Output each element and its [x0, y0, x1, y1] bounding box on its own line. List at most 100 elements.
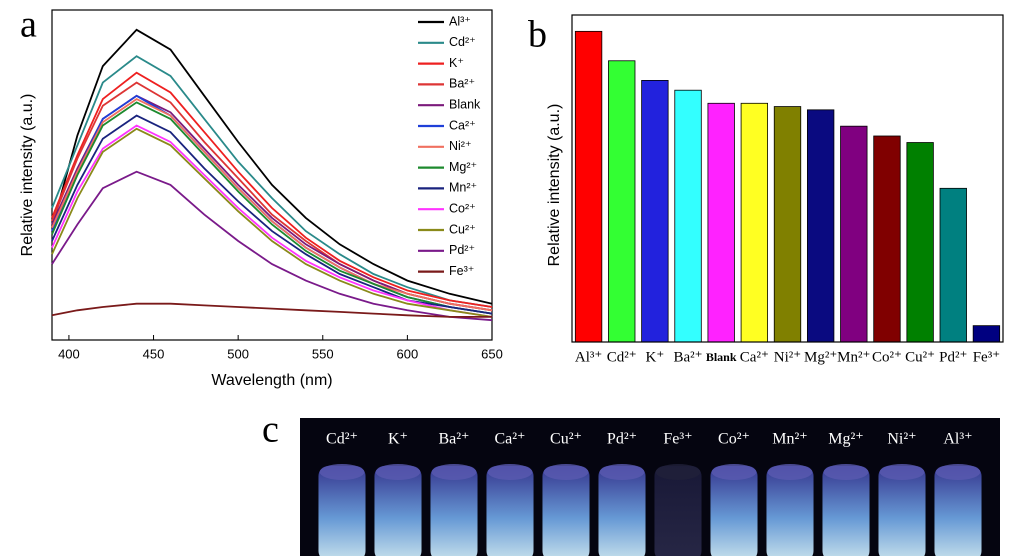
legend-label: Al³⁺: [449, 14, 471, 28]
vial-cap: [319, 464, 365, 480]
vial-cap: [431, 464, 477, 480]
vial: [598, 466, 646, 556]
x-tick-label: Ca²⁺: [740, 349, 769, 365]
panel-label: c: [262, 409, 279, 451]
x-tick-label: Pd²⁺: [939, 349, 967, 365]
vial-cap: [543, 464, 589, 480]
bar: [873, 135, 901, 343]
legend-label: Cd²⁺: [449, 35, 476, 49]
vial: [654, 466, 702, 556]
x-tick-label: Mn²⁺: [837, 349, 870, 365]
vial-cap: [935, 464, 981, 480]
spectrum-line: [51, 170, 493, 322]
x-tick-label: 600: [397, 346, 419, 361]
legend-label: Co²⁺: [449, 201, 476, 215]
vial-label: Al³⁺: [943, 431, 972, 448]
legend-label: Ca²⁺: [449, 118, 476, 132]
x-tick-label: Fe³⁺: [973, 349, 1000, 365]
vial-cap: [879, 464, 925, 480]
vial: [486, 466, 534, 556]
vial-label: Ni²⁺: [887, 431, 916, 448]
x-tick-label: 400: [58, 346, 80, 361]
y-axis-label: Relative intensity (a.u.): [19, 94, 36, 257]
spectrum-line: [51, 28, 493, 305]
vial-label: Mg²⁺: [828, 431, 863, 448]
x-tick-label: Cd²⁺: [607, 349, 637, 365]
legend-label: Ni²⁺: [449, 139, 472, 153]
bar: [972, 325, 1001, 343]
vial: [318, 466, 366, 556]
bar: [906, 142, 934, 343]
x-tick-label: Ba²⁺: [673, 349, 702, 365]
vial-label: Fe³⁺: [663, 431, 692, 448]
spectrum-line: [51, 124, 493, 318]
x-tick-label: Cu²⁺: [905, 349, 935, 365]
bar: [773, 106, 802, 343]
legend-label: Ba²⁺: [449, 77, 475, 91]
vials: [318, 464, 982, 556]
panel-label: a: [20, 4, 37, 46]
vial: [878, 466, 926, 556]
legend-label: Blank: [449, 97, 481, 111]
panel-label: b: [528, 14, 547, 56]
vial-cap: [655, 464, 701, 480]
bar: [574, 30, 603, 343]
vial-cap: [823, 464, 869, 480]
vial-label: Ba²⁺: [438, 431, 469, 448]
vial-cap: [711, 464, 757, 480]
x-axis-label: Wavelength (nm): [211, 372, 332, 389]
vial-cap: [487, 464, 533, 480]
y-axis-label: Relative intensity (a.u.): [546, 104, 563, 267]
vial: [766, 466, 814, 556]
spectrum-line: [51, 302, 492, 318]
plot-frame: [51, 9, 493, 341]
bar: [840, 125, 868, 343]
vial: [934, 466, 982, 556]
vial: [542, 466, 590, 556]
spectrum-line: [51, 101, 493, 315]
bar: [939, 187, 967, 343]
vial-label: Mn²⁺: [772, 431, 807, 448]
vial: [822, 466, 870, 556]
legend-label: K⁺: [449, 56, 464, 70]
vial-label: Cu²⁺: [550, 431, 582, 448]
bar: [740, 102, 769, 343]
x-tick-label: 450: [143, 346, 165, 361]
vial-label: Co²⁺: [718, 431, 750, 448]
x-tick-label: Co²⁺: [872, 349, 902, 365]
vial: [710, 466, 758, 556]
legend-label: Pd²⁺: [449, 243, 475, 257]
vial-label: Pd²⁺: [607, 431, 637, 448]
x-tick-label: Mg²⁺: [804, 349, 837, 365]
spectrum-line: [51, 98, 493, 312]
x-tick-label: 650: [481, 346, 503, 361]
vial-label: K⁺: [388, 431, 408, 448]
spectrum-line: [51, 55, 493, 308]
legend-label: Mg²⁺: [449, 160, 477, 174]
vial: [374, 466, 422, 556]
legend-label: Cu²⁺: [449, 222, 476, 236]
vial-cap: [375, 464, 421, 480]
legend-label: Fe³⁺: [449, 264, 474, 278]
legend-label: Mn²⁺: [449, 181, 477, 195]
spectrum-line: [51, 81, 493, 312]
x-tick-label: Ni²⁺: [774, 349, 801, 365]
x-tick-label: Blank: [706, 350, 737, 364]
vial-cap: [767, 464, 813, 480]
x-tick-label: 500: [227, 346, 249, 361]
vial-label: Ca²⁺: [494, 431, 525, 448]
x-tick-label: Al³⁺: [575, 349, 602, 365]
spectrum-line: [51, 127, 493, 318]
x-tick-label: K⁺: [646, 349, 665, 365]
spectrum-line: [51, 71, 493, 308]
x-tick-label: 550: [312, 346, 334, 361]
vial-cap: [599, 464, 645, 480]
vial-label: Cd²⁺: [326, 431, 358, 448]
plot-frame: [571, 14, 1004, 343]
bar: [707, 102, 735, 343]
vial: [430, 466, 478, 556]
bar: [674, 89, 702, 343]
bar: [608, 60, 636, 343]
bar: [641, 80, 669, 343]
